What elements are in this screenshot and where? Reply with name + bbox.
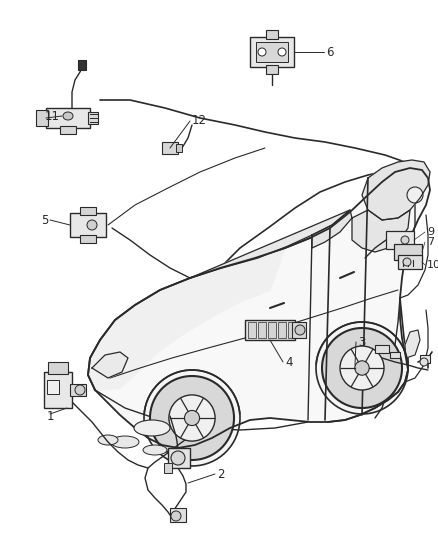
Text: 11: 11 [45,109,60,123]
Circle shape [184,410,200,425]
Circle shape [340,346,384,390]
Text: 1: 1 [46,409,54,423]
Text: 10: 10 [427,260,438,270]
Bar [266,65,278,74]
Circle shape [407,187,423,203]
Bar [70,213,106,237]
Bar [80,235,96,243]
Circle shape [403,258,411,266]
Bar [394,244,422,260]
Circle shape [150,376,234,460]
Bar [386,231,414,249]
Bar [36,110,48,126]
Polygon shape [362,160,430,220]
Circle shape [171,451,185,465]
Polygon shape [92,352,128,378]
Bar [250,37,294,67]
Bar [47,380,59,394]
Text: 12: 12 [192,115,207,127]
Text: 4: 4 [285,356,293,368]
Ellipse shape [134,420,170,436]
Ellipse shape [63,112,73,120]
Bar [268,322,276,338]
Circle shape [87,220,97,230]
Circle shape [316,322,408,414]
Circle shape [322,328,402,408]
Circle shape [75,385,85,395]
Bar [80,207,96,215]
Bar [46,108,90,128]
Polygon shape [352,210,410,252]
Bar [176,144,182,152]
Bar [266,30,278,39]
Circle shape [401,236,409,244]
Bar [292,322,306,338]
Bar [70,384,86,396]
Polygon shape [88,248,285,390]
Bar [390,352,400,358]
Bar [78,60,86,70]
Circle shape [144,370,240,466]
Bar [258,322,266,338]
Bar [245,320,295,340]
Text: 9: 9 [427,227,434,237]
Circle shape [169,395,215,441]
Bar [88,112,98,124]
Bar [278,322,286,338]
Text: 5: 5 [41,214,48,227]
Polygon shape [405,330,420,358]
Bar [256,42,288,62]
Bar [60,126,76,134]
Bar [44,372,72,408]
Bar [398,255,422,269]
Circle shape [258,48,266,56]
Bar [168,448,190,468]
Text: 7: 7 [427,237,434,247]
Ellipse shape [111,436,139,448]
Bar [48,362,68,374]
Circle shape [171,511,181,521]
Polygon shape [190,210,350,278]
Circle shape [420,358,428,366]
Bar [170,508,186,522]
Ellipse shape [98,435,118,445]
Bar [248,322,256,338]
Text: 3: 3 [358,335,365,349]
Polygon shape [312,210,352,248]
Bar [375,345,389,353]
Polygon shape [88,168,430,448]
Bar [162,142,178,154]
Circle shape [355,361,369,375]
Ellipse shape [143,445,167,455]
Text: 6: 6 [326,45,333,59]
Bar [164,463,172,473]
Circle shape [278,48,286,56]
Circle shape [295,325,305,335]
Bar [288,322,296,338]
Text: 2: 2 [217,467,225,481]
Bar [420,355,430,363]
